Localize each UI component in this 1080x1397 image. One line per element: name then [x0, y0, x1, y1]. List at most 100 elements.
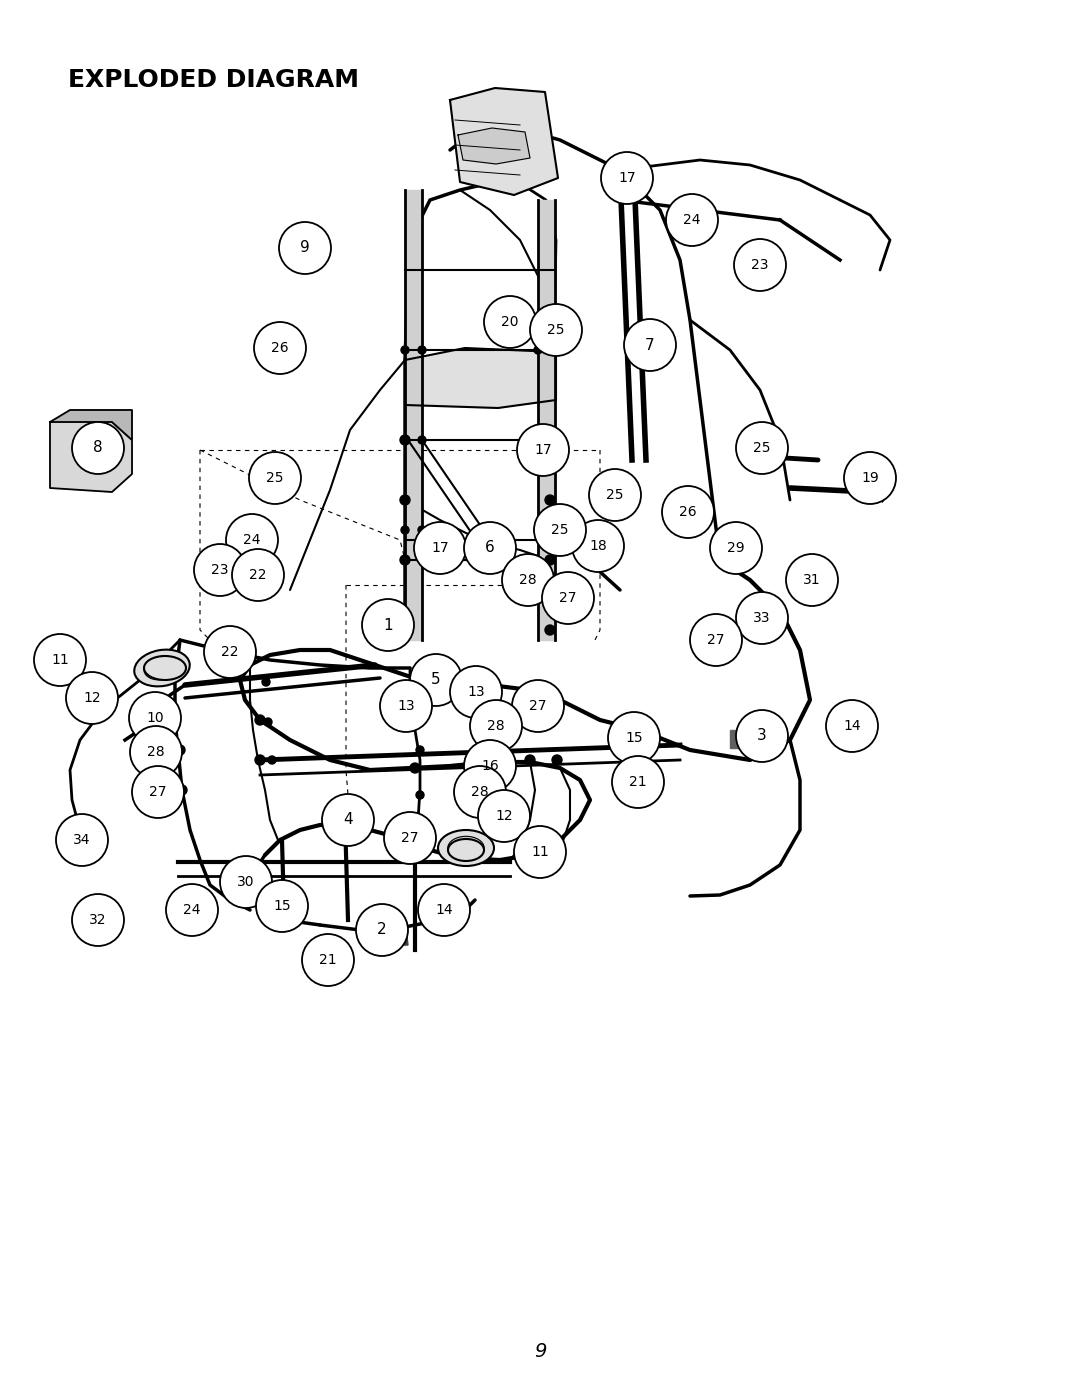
- Text: 13: 13: [468, 685, 485, 698]
- Circle shape: [175, 745, 185, 754]
- Circle shape: [545, 495, 555, 504]
- Text: 26: 26: [679, 504, 697, 520]
- Ellipse shape: [144, 657, 180, 680]
- Circle shape: [418, 527, 426, 534]
- Circle shape: [262, 678, 270, 686]
- Text: 8: 8: [93, 440, 103, 455]
- Circle shape: [268, 756, 276, 764]
- Text: 10: 10: [146, 711, 164, 725]
- Circle shape: [255, 715, 265, 725]
- Circle shape: [384, 812, 436, 863]
- Text: 4: 4: [343, 813, 353, 827]
- Text: 31: 31: [804, 573, 821, 587]
- Text: 7: 7: [645, 338, 654, 352]
- Circle shape: [66, 672, 118, 724]
- Circle shape: [552, 754, 562, 766]
- Circle shape: [414, 522, 465, 574]
- Circle shape: [380, 680, 432, 732]
- Circle shape: [826, 700, 878, 752]
- Circle shape: [710, 522, 762, 574]
- Ellipse shape: [438, 830, 494, 866]
- Text: 25: 25: [753, 441, 771, 455]
- Circle shape: [302, 935, 354, 986]
- Text: 24: 24: [243, 534, 260, 548]
- Ellipse shape: [134, 650, 190, 686]
- Text: 27: 27: [529, 698, 546, 712]
- Text: 9: 9: [534, 1343, 546, 1361]
- Text: 24: 24: [684, 212, 701, 226]
- Circle shape: [551, 527, 559, 534]
- Circle shape: [418, 436, 426, 444]
- Text: 28: 28: [471, 785, 489, 799]
- Circle shape: [362, 599, 414, 651]
- Text: 1: 1: [383, 617, 393, 633]
- Circle shape: [551, 436, 559, 444]
- Circle shape: [662, 486, 714, 538]
- Circle shape: [572, 520, 624, 571]
- Circle shape: [132, 766, 184, 819]
- Text: 2: 2: [377, 922, 387, 937]
- Circle shape: [534, 504, 586, 556]
- Circle shape: [735, 710, 788, 761]
- Circle shape: [542, 571, 594, 624]
- Text: 32: 32: [90, 914, 107, 928]
- Text: 11: 11: [531, 845, 549, 859]
- Circle shape: [478, 789, 530, 842]
- Circle shape: [400, 495, 410, 504]
- Circle shape: [415, 814, 426, 826]
- Text: 28: 28: [487, 719, 504, 733]
- Text: 23: 23: [752, 258, 769, 272]
- Text: 3: 3: [757, 728, 767, 743]
- Circle shape: [255, 754, 265, 766]
- Text: 30: 30: [238, 875, 255, 888]
- Circle shape: [177, 785, 187, 795]
- Text: 17: 17: [535, 443, 552, 457]
- Text: 15: 15: [625, 731, 643, 745]
- Circle shape: [612, 756, 664, 807]
- Circle shape: [843, 453, 896, 504]
- Circle shape: [129, 692, 181, 745]
- Ellipse shape: [448, 840, 484, 861]
- Polygon shape: [405, 190, 422, 640]
- Circle shape: [690, 615, 742, 666]
- Circle shape: [514, 826, 566, 877]
- Text: 25: 25: [548, 323, 565, 337]
- Text: 25: 25: [267, 471, 284, 485]
- Circle shape: [130, 726, 183, 778]
- Text: 28: 28: [147, 745, 165, 759]
- Text: 14: 14: [435, 902, 453, 916]
- Ellipse shape: [448, 837, 484, 859]
- Circle shape: [220, 856, 272, 908]
- Text: 15: 15: [273, 900, 291, 914]
- Circle shape: [400, 434, 410, 446]
- Circle shape: [232, 549, 284, 601]
- Text: 23: 23: [212, 563, 229, 577]
- Circle shape: [534, 436, 542, 444]
- Polygon shape: [458, 129, 530, 163]
- Circle shape: [512, 680, 564, 732]
- Text: 27: 27: [149, 785, 166, 799]
- Circle shape: [254, 321, 306, 374]
- Text: 22: 22: [221, 645, 239, 659]
- Text: 21: 21: [630, 775, 647, 789]
- Circle shape: [484, 296, 536, 348]
- Polygon shape: [50, 409, 132, 440]
- Circle shape: [464, 522, 516, 574]
- Circle shape: [33, 634, 86, 686]
- Text: 27: 27: [559, 591, 577, 605]
- Text: 9: 9: [300, 240, 310, 256]
- Circle shape: [624, 319, 676, 372]
- Text: 11: 11: [51, 652, 69, 666]
- Circle shape: [226, 514, 278, 566]
- Text: 27: 27: [402, 831, 419, 845]
- Text: 6: 6: [485, 541, 495, 556]
- Text: 14: 14: [843, 719, 861, 733]
- Circle shape: [264, 718, 272, 726]
- Ellipse shape: [152, 661, 177, 675]
- Circle shape: [249, 453, 301, 504]
- Text: 24: 24: [184, 902, 201, 916]
- Circle shape: [545, 434, 555, 446]
- Text: 12: 12: [496, 809, 513, 823]
- Polygon shape: [50, 422, 132, 492]
- Circle shape: [545, 555, 555, 564]
